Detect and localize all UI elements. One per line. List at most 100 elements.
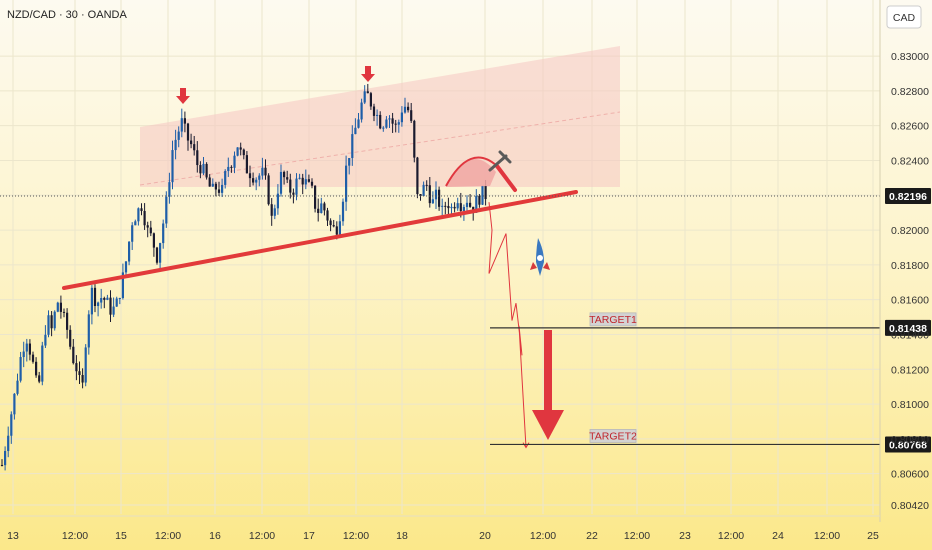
candle-body [134, 221, 137, 226]
candle-body [31, 354, 35, 362]
candle-body [41, 345, 44, 382]
candle-body [295, 178, 298, 195]
candle-body [329, 220, 332, 226]
x-tick-label: 20 [479, 530, 491, 542]
candle-body [462, 207, 465, 211]
candle-body [233, 155, 236, 168]
candle-body [146, 225, 149, 228]
big-down-arrow [532, 330, 564, 440]
target-label: TARGET2 [589, 430, 637, 442]
candle-body [59, 302, 62, 312]
candle-body [56, 302, 59, 312]
candle-body [112, 306, 115, 315]
candle-body [354, 127, 357, 135]
candle-body [447, 205, 450, 209]
x-tick-label: 12:00 [343, 530, 369, 542]
target-label: TARGET1 [589, 314, 637, 326]
candle-body [338, 221, 341, 235]
candle-body [345, 165, 348, 202]
symbol-title: NZD/CAD · 30 · OANDA [7, 9, 127, 21]
rounding-top-shape [446, 159, 496, 187]
candle-body [341, 201, 345, 222]
candle-body [19, 357, 22, 381]
candle-body [38, 375, 41, 382]
x-tick-label: 12:00 [718, 530, 744, 542]
candle-body [326, 210, 329, 221]
candle-body [456, 203, 459, 209]
candle-body [410, 110, 413, 121]
candle-body [16, 380, 19, 394]
candle-body [180, 118, 183, 132]
candle-body [174, 139, 177, 151]
candle-body [224, 171, 227, 185]
candle-body [453, 206, 456, 209]
candle-body [62, 311, 66, 313]
y-tick-label: 0.81200 [891, 364, 929, 376]
candle-body [13, 393, 16, 415]
candle-body [186, 123, 190, 141]
candle-body [193, 144, 196, 151]
current-price-badge [885, 187, 931, 204]
candle-body [239, 147, 242, 150]
support-trendline [62, 190, 578, 290]
y-tick-label: 0.81000 [891, 399, 929, 411]
rounding-top-tail [495, 164, 517, 192]
candle-body [276, 193, 279, 209]
currency-box[interactable] [886, 5, 922, 29]
candle-body [444, 205, 447, 207]
candle-body [363, 91, 366, 103]
candle-body [22, 351, 25, 358]
x-tick-label: 12:00 [249, 530, 275, 542]
candle-body [348, 158, 351, 166]
candle-body [69, 329, 72, 347]
candle-body [428, 185, 431, 204]
candle-body [369, 93, 372, 107]
candle-body [469, 202, 472, 207]
rocket-fins [530, 262, 550, 270]
y-tick-label: 0.80420 [891, 500, 929, 512]
rounding-top-curve [445, 156, 498, 187]
x-tick-label: 25 [867, 530, 879, 542]
candle-body [397, 122, 400, 125]
candle-body [35, 361, 38, 376]
candle-body [307, 179, 310, 182]
candle-body [87, 314, 90, 348]
candle-body [155, 247, 159, 263]
candle-body [382, 127, 385, 129]
y-tick-label: 0.81400 [891, 329, 929, 341]
candle-body [109, 297, 112, 315]
candle-body [323, 203, 326, 211]
candle-body [236, 147, 239, 156]
candle-body [137, 208, 140, 222]
candle-body [376, 114, 379, 116]
candle-body [131, 225, 134, 242]
candle-body [159, 243, 162, 263]
candle-body [335, 226, 338, 235]
y-tick-label: 0.82000 [891, 225, 929, 237]
target-price-label: 0.81438 [889, 323, 927, 335]
rocket-window [537, 255, 543, 261]
candle-body [286, 177, 289, 180]
candle-body [441, 205, 444, 207]
candle-body [162, 223, 165, 244]
target-price-badge [885, 319, 931, 336]
candle-body [0, 464, 4, 466]
candle-body [205, 163, 208, 178]
y-tick-label: 0.81600 [891, 295, 929, 307]
y-tick-label: 0.82600 [891, 121, 929, 133]
y-tick-label: 0.80800 [891, 434, 929, 446]
candle-body [50, 315, 53, 329]
currency-label[interactable]: CAD [893, 12, 916, 24]
candle-body [372, 106, 376, 116]
candle-body [434, 189, 438, 200]
candle-body [72, 346, 75, 364]
candle-body [221, 184, 224, 193]
candle-body [121, 272, 124, 299]
candle-body [267, 175, 270, 205]
target-price-badge [885, 436, 931, 453]
candle-body [124, 261, 128, 273]
candle-body [47, 315, 50, 335]
candle-body [103, 297, 106, 300]
